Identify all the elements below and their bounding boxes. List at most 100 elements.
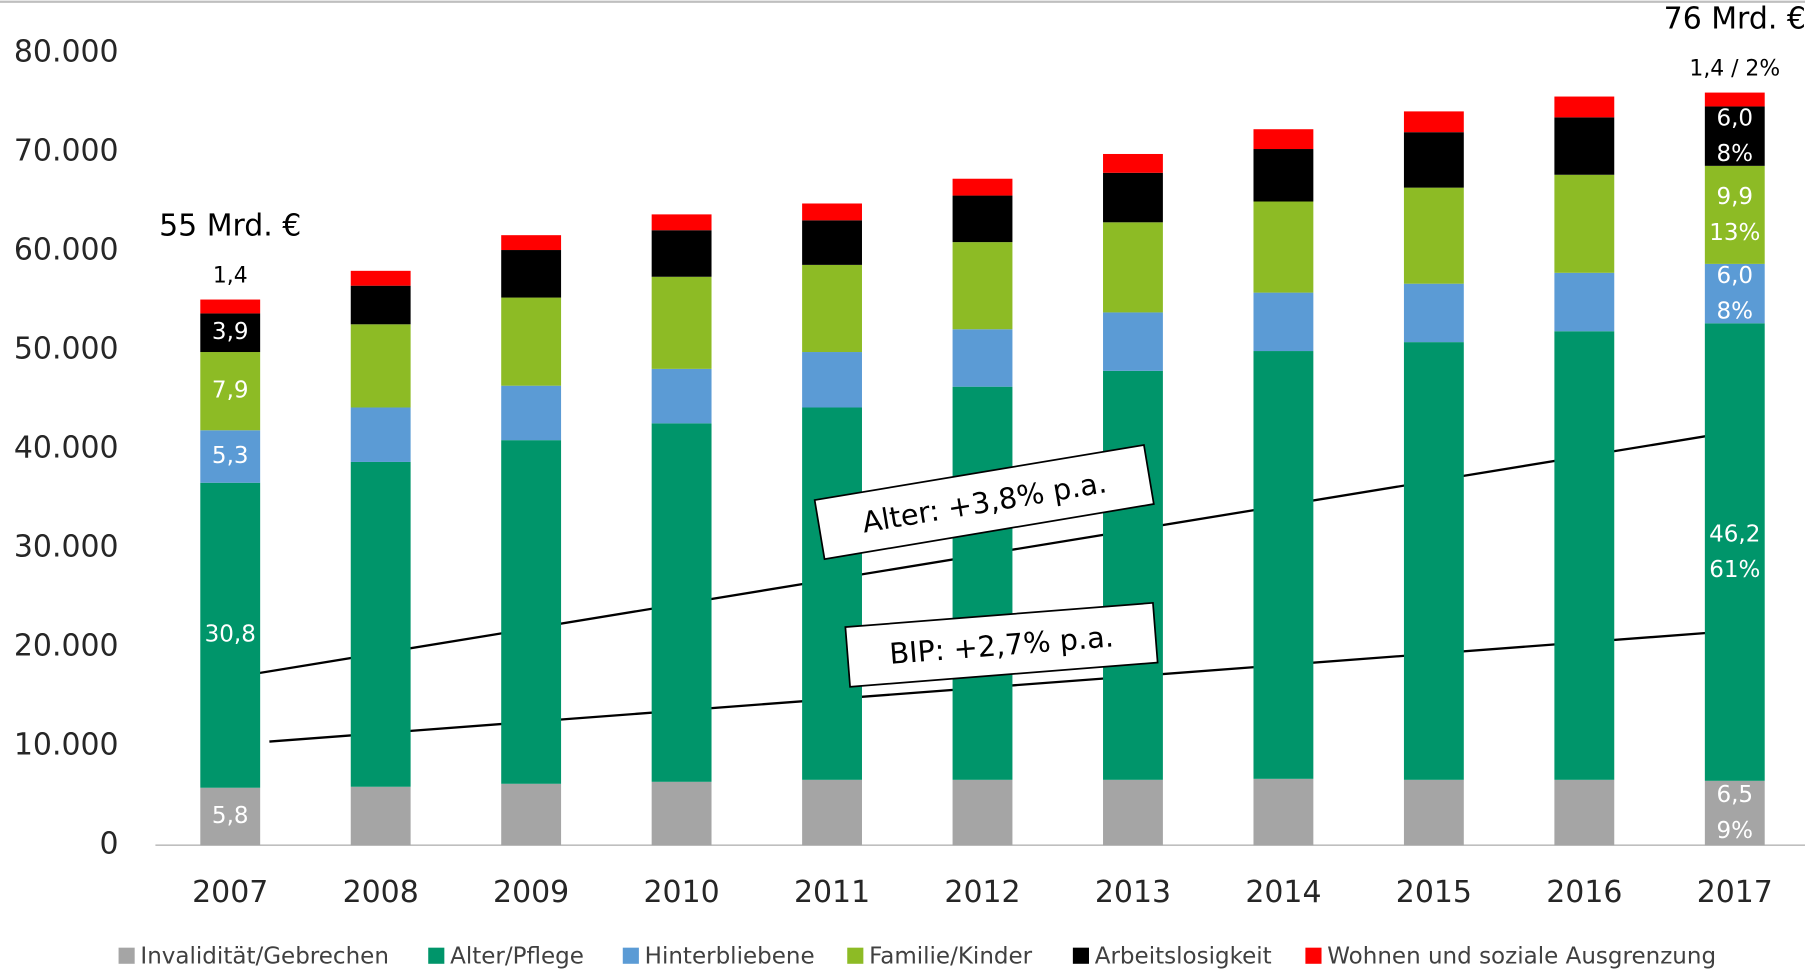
x-tick-label: 2017: [1697, 875, 1773, 910]
value-label: 6,0: [1716, 263, 1753, 289]
value-label: 6,5: [1716, 782, 1753, 808]
legend-swatch: [118, 947, 135, 964]
x-tick-label: 2007: [192, 875, 268, 910]
legend-swatch: [1305, 947, 1322, 964]
bar-segment: [1554, 174, 1615, 273]
bar-segment: [1103, 153, 1163, 173]
y-tick-label: 50.000: [14, 332, 119, 367]
share-label: 9%: [1717, 818, 1754, 844]
bar-segment: [501, 783, 562, 846]
bar-segment: [350, 786, 411, 846]
legend-label: Familie/Kinder: [869, 943, 1033, 969]
bar-segment: [802, 264, 862, 353]
bar-segment: [1103, 370, 1163, 780]
share-label: 8%: [1717, 141, 1754, 167]
bar-segment: [200, 313, 261, 353]
value-label: 9,9: [1716, 184, 1753, 210]
bar-segment: [1103, 779, 1163, 846]
bar-segment: [200, 482, 261, 788]
bar-segment: [1704, 106, 1765, 166]
bar-segment: [200, 787, 261, 846]
bar-segment: [1403, 187, 1464, 284]
bar-segment: [952, 178, 1013, 196]
bar-segment: [1403, 342, 1464, 780]
bar-segment: [1554, 331, 1615, 780]
bar-segment: [501, 235, 562, 251]
bar-segment: [1403, 111, 1464, 133]
legend-label: Alter/Pflege: [450, 943, 584, 969]
x-tick-label: 2014: [1245, 875, 1321, 910]
bar-segment: [1403, 132, 1464, 188]
bar-segment: [1554, 779, 1615, 846]
bar-segment: [952, 195, 1013, 243]
legend-swatch: [622, 947, 639, 964]
bar-segment: [501, 250, 562, 298]
annotation-box: [844, 601, 1159, 688]
value-label: 46,2: [1709, 521, 1760, 547]
value-label: 6,0: [1716, 105, 1753, 131]
x-tick-label: 2016: [1546, 875, 1622, 910]
bar-segment: [1554, 96, 1615, 118]
bar-segment: [802, 779, 862, 846]
x-tick-label: 2011: [794, 875, 870, 910]
bar-segment: [1253, 149, 1314, 202]
legend-label: Arbeitslosigkeit: [1095, 943, 1272, 969]
y-tick-label: 0: [100, 827, 119, 862]
bar-segment: [952, 779, 1013, 846]
value-label: 1,4 / 2%: [1689, 57, 1780, 82]
legend-swatch: [428, 947, 445, 964]
bar-segment: [1253, 129, 1314, 150]
legend-label: Invalidität/Gebrechen: [140, 943, 388, 969]
x-tick-label: 2013: [1095, 875, 1171, 910]
bar-segment: [802, 203, 862, 221]
bar-segment: [952, 329, 1013, 387]
annotation-box: [813, 443, 1155, 561]
x-tick-label: 2009: [493, 875, 569, 910]
share-label: 61%: [1709, 557, 1760, 583]
bar-segment: [1403, 779, 1464, 846]
bar-segment: [1704, 780, 1765, 846]
bar-segment: [1253, 778, 1314, 846]
bar-segment: [802, 220, 862, 265]
bar-segment: [952, 242, 1013, 330]
y-tick-label: 10.000: [14, 728, 119, 763]
y-tick-label: 60.000: [14, 233, 119, 268]
bar-segment: [350, 324, 411, 408]
bar-segment: [651, 214, 712, 231]
value-label: 30,8: [205, 622, 256, 648]
bar-segment: [350, 285, 411, 325]
bar-segment: [1704, 323, 1765, 781]
bar-segment: [1253, 351, 1314, 779]
total-label: 55 Mrd. €: [159, 208, 301, 243]
bar-segment: [200, 299, 261, 314]
bar-segment: [1704, 165, 1765, 264]
bar-segment: [1704, 263, 1765, 324]
bar-segment: [651, 230, 712, 277]
bar-segment: [1103, 312, 1163, 371]
legend-swatch: [847, 947, 864, 964]
bar-segment: [350, 461, 411, 787]
bar-segment: [1554, 117, 1615, 175]
x-tick-label: 2012: [944, 875, 1020, 910]
bar-segment: [350, 270, 411, 286]
value-label: 5,8: [212, 803, 249, 829]
y-tick-label: 20.000: [14, 629, 119, 664]
bar-segment: [501, 440, 562, 784]
bar-segment: [200, 430, 261, 483]
bar-segment: [952, 386, 1013, 780]
y-tick-label: 80.000: [14, 34, 119, 69]
y-tick-label: 40.000: [14, 431, 119, 466]
total-label: 76 Mrd. €: [1664, 2, 1805, 37]
x-tick-label: 2010: [644, 875, 720, 910]
value-label: 7,9: [212, 378, 249, 404]
bar-segment: [501, 297, 562, 386]
share-label: 13%: [1709, 220, 1760, 246]
value-label: 5,3: [212, 443, 249, 469]
x-tick-label: 2008: [343, 875, 419, 910]
bar-segment: [651, 368, 712, 424]
bar-segment: [350, 407, 411, 462]
trend-annotation: BIP: +2,7% p.a.: [844, 601, 1159, 688]
bar-segment: [1554, 272, 1615, 332]
bar-segment: [200, 352, 261, 431]
